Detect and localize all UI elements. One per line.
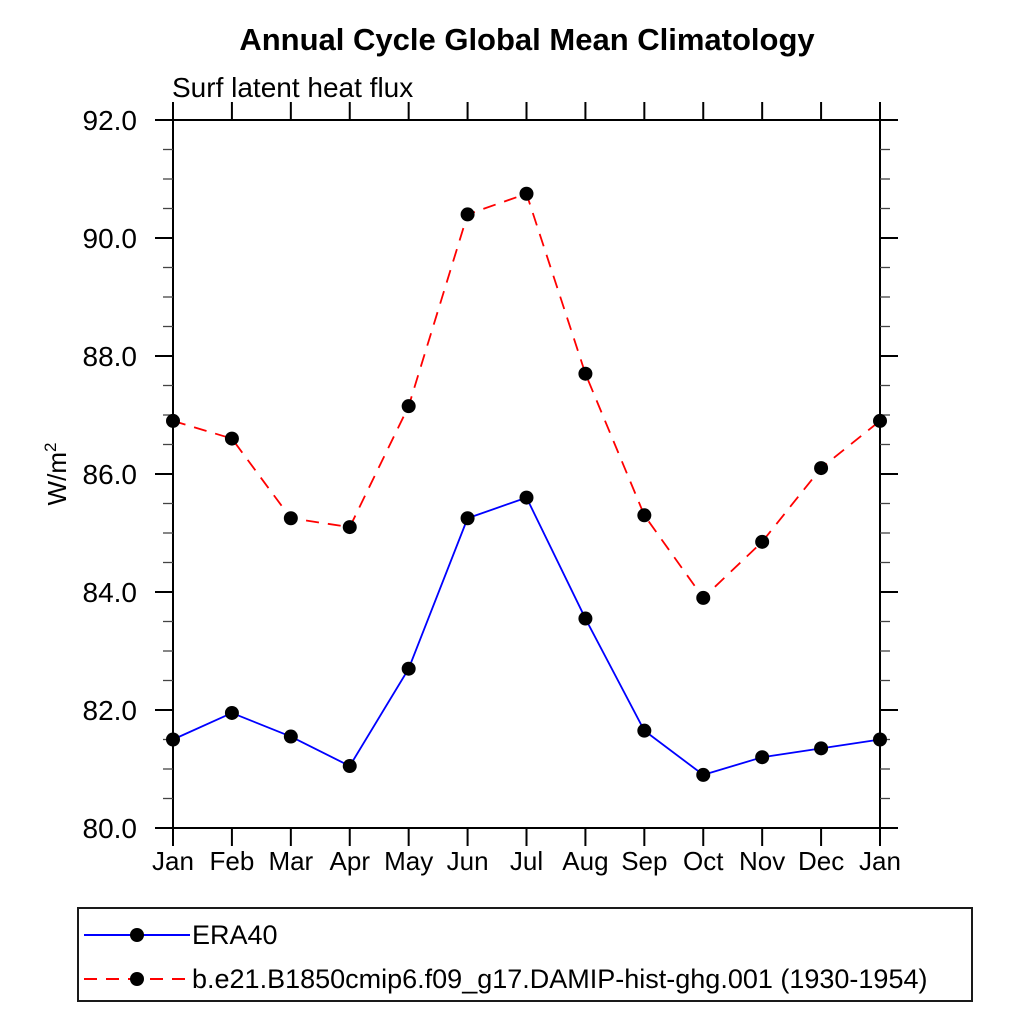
y-tick-label: 86.0 bbox=[83, 459, 138, 490]
y-tick-label: 80.0 bbox=[83, 813, 138, 844]
legend-item-era40: ERA40 bbox=[84, 913, 971, 957]
series-1-marker bbox=[519, 186, 534, 201]
axis-frame bbox=[172, 119, 881, 829]
series-0-marker bbox=[578, 611, 593, 626]
legend-marker-dot bbox=[130, 972, 144, 986]
series-1-marker bbox=[224, 431, 239, 446]
x-tick-label: Jul bbox=[510, 846, 543, 876]
series-1-marker bbox=[460, 207, 475, 222]
legend-line-sample-solid bbox=[84, 928, 190, 942]
y-tick-label: 82.0 bbox=[83, 695, 138, 726]
series-0-marker bbox=[755, 750, 770, 765]
chart-title: Annual Cycle Global Mean Climatology bbox=[239, 22, 815, 57]
x-tick-label: Feb bbox=[210, 846, 255, 876]
plot-area: 80.0 82.0 84.0 86.0 88.0 90.0 92.0 Jan Feb Mar Apr… bbox=[83, 102, 901, 876]
y-tick-label: 92.0 bbox=[83, 105, 138, 136]
series-1-marker bbox=[814, 461, 829, 476]
x-tick-label: Aug bbox=[562, 846, 608, 876]
x-tick-label: Mar bbox=[268, 846, 313, 876]
legend-label: ERA40 bbox=[192, 919, 278, 950]
series-0-marker bbox=[873, 732, 887, 747]
x-tick-label: Apr bbox=[330, 846, 371, 876]
series-1-marker bbox=[342, 520, 357, 535]
legend-label: b.e21.B1850cmip6.f09_g17.DAMIP-hist-ghg.… bbox=[192, 963, 928, 994]
series-0-marker bbox=[166, 732, 180, 747]
x-tick-label: Jan bbox=[152, 846, 194, 876]
legend-box: ERA40 b.e21.B1850cmip6.f09_g17.DAMIP-his… bbox=[77, 907, 973, 1002]
series-0-marker bbox=[637, 723, 652, 738]
legend-line-sample-dashed bbox=[84, 972, 190, 986]
y-tick-label: 88.0 bbox=[83, 341, 138, 372]
x-tick-label: Nov bbox=[739, 846, 785, 876]
series-0-marker bbox=[814, 741, 829, 756]
series-1-marker bbox=[166, 413, 180, 428]
x-tick-label: Dec bbox=[798, 846, 844, 876]
legend-item-model: b.e21.B1850cmip6.f09_g17.DAMIP-hist-ghg.… bbox=[84, 957, 971, 1001]
x-tick-label: May bbox=[384, 846, 433, 876]
x-tick-label: Sep bbox=[621, 846, 667, 876]
series-0-marker bbox=[460, 511, 475, 526]
series-1-marker bbox=[873, 413, 887, 428]
series-0-marker bbox=[283, 729, 298, 744]
series-1-marker bbox=[637, 508, 652, 523]
series-line-1 bbox=[172, 192, 881, 600]
legend-marker-dot bbox=[130, 928, 144, 942]
series-1-marker bbox=[401, 399, 416, 414]
series-1-marker bbox=[283, 511, 298, 526]
series-0-marker bbox=[401, 661, 416, 676]
x-tick-label: Oct bbox=[683, 846, 724, 876]
y-tick-label: 84.0 bbox=[83, 577, 138, 608]
series-1-marker bbox=[755, 534, 770, 549]
y-tick-label: 90.0 bbox=[83, 223, 138, 254]
series-0-marker bbox=[519, 490, 534, 505]
series-0-marker bbox=[696, 767, 711, 782]
series-0-marker bbox=[224, 705, 239, 720]
x-tick-label: Jun bbox=[447, 846, 489, 876]
series-1-marker bbox=[696, 590, 711, 605]
series-line-0 bbox=[172, 496, 881, 776]
x-tick-label: Jan bbox=[859, 846, 901, 876]
series-0-marker bbox=[342, 759, 357, 774]
series-1-marker bbox=[578, 366, 593, 381]
chart-subtitle: Surf latent heat flux bbox=[172, 72, 414, 103]
